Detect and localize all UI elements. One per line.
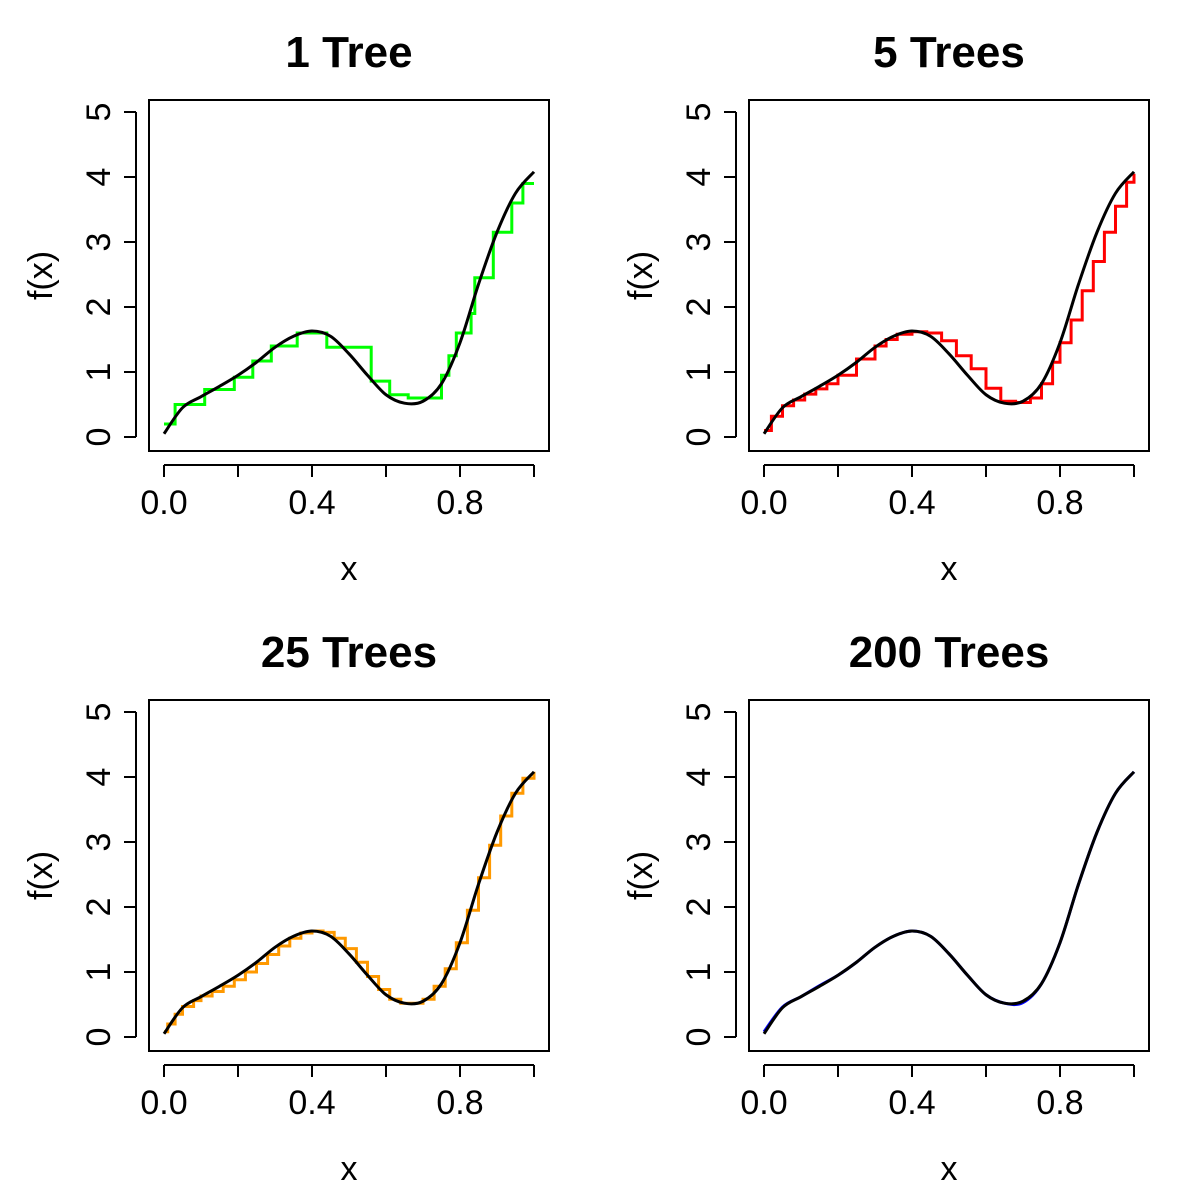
y-axis-label: f(x) [622,251,660,300]
y-tick-label: 1 [680,363,718,382]
y-tick-label: 4 [80,168,118,187]
x-tick-label: 0.4 [288,484,335,522]
true-function-line [762,170,1136,435]
chart-title: 5 Trees [873,28,1025,77]
y-tick-label: 3 [680,833,718,852]
x-tick-label: 0.8 [1036,484,1083,522]
x-axis-label: x [941,550,958,588]
true-function-line [762,770,1136,1035]
y-tick-label: 0 [680,428,718,447]
chart-panel-2: 5 Trees 0.0 0.4 0.8 0 1 2 3 4 5 x f(x) [622,28,1150,588]
y-tick-label: 4 [80,768,118,787]
y-tick-label: 5 [680,103,718,122]
x-tick-label: 0.4 [888,484,935,522]
x-tick-label: 0.4 [288,1084,335,1122]
fitted-series-line [164,182,534,426]
x-tick-label: 0.0 [740,484,787,522]
x-axis-label: x [941,1150,958,1188]
y-axis-label: f(x) [622,851,660,900]
y-tick-label: 3 [80,233,118,252]
fitted-series-line [762,770,1136,1033]
y-axis-label: f(x) [22,251,60,300]
y-axis-label: f(x) [22,851,60,900]
x-tick-label: 0.8 [436,484,483,522]
x-tick-label: 0.0 [740,1084,787,1122]
plot-frame [148,99,550,452]
chart-panel-3: 25 Trees 0.0 0.4 0.8 0 1 2 3 4 5 x f(x) [22,628,550,1188]
y-tick-label: 5 [680,703,718,722]
y-tick-label: 5 [80,703,118,722]
x-tick-label: 0.8 [1036,1084,1083,1122]
y-tick-label: 5 [80,103,118,122]
x-axis-label: x [341,550,358,588]
chart-title: 1 Tree [285,28,412,77]
y-tick-label: 1 [80,363,118,382]
x-tick-label: 0.0 [140,1084,187,1122]
y-tick-label: 2 [680,898,718,917]
y-tick-label: 0 [80,1028,118,1047]
y-tick-label: 0 [680,1028,718,1047]
chart-panel-1: 1 Tree 0.0 0.4 0.8 0 1 2 3 4 5 x f(x) [22,28,550,588]
y-tick-label: 3 [680,233,718,252]
chart-title: 200 Trees [849,628,1050,677]
y-tick-label: 3 [80,833,118,852]
fitted-series-line [764,173,1136,432]
y-tick-label: 0 [80,428,118,447]
plot-frame [748,699,1150,1052]
x-tick-label: 0.8 [436,1084,483,1122]
fitted-series-line [164,771,536,1034]
x-tick-label: 0.0 [140,484,187,522]
y-tick-label: 4 [680,168,718,187]
plot-frame [148,699,550,1052]
y-tick-label: 1 [680,963,718,982]
true-function-line [162,770,536,1035]
y-tick-label: 2 [680,298,718,317]
y-tick-label: 1 [80,963,118,982]
y-tick-label: 2 [80,898,118,917]
chart-panel-4: 200 Trees 0.0 0.4 0.8 0 1 2 3 4 5 x f(x) [622,628,1150,1188]
y-tick-label: 4 [680,768,718,787]
x-axis-label: x [341,1150,358,1188]
plot-frame [748,99,1150,452]
true-function-line [162,170,536,435]
y-tick-label: 2 [80,298,118,317]
x-tick-label: 0.4 [888,1084,935,1122]
chart-title: 25 Trees [261,628,437,677]
